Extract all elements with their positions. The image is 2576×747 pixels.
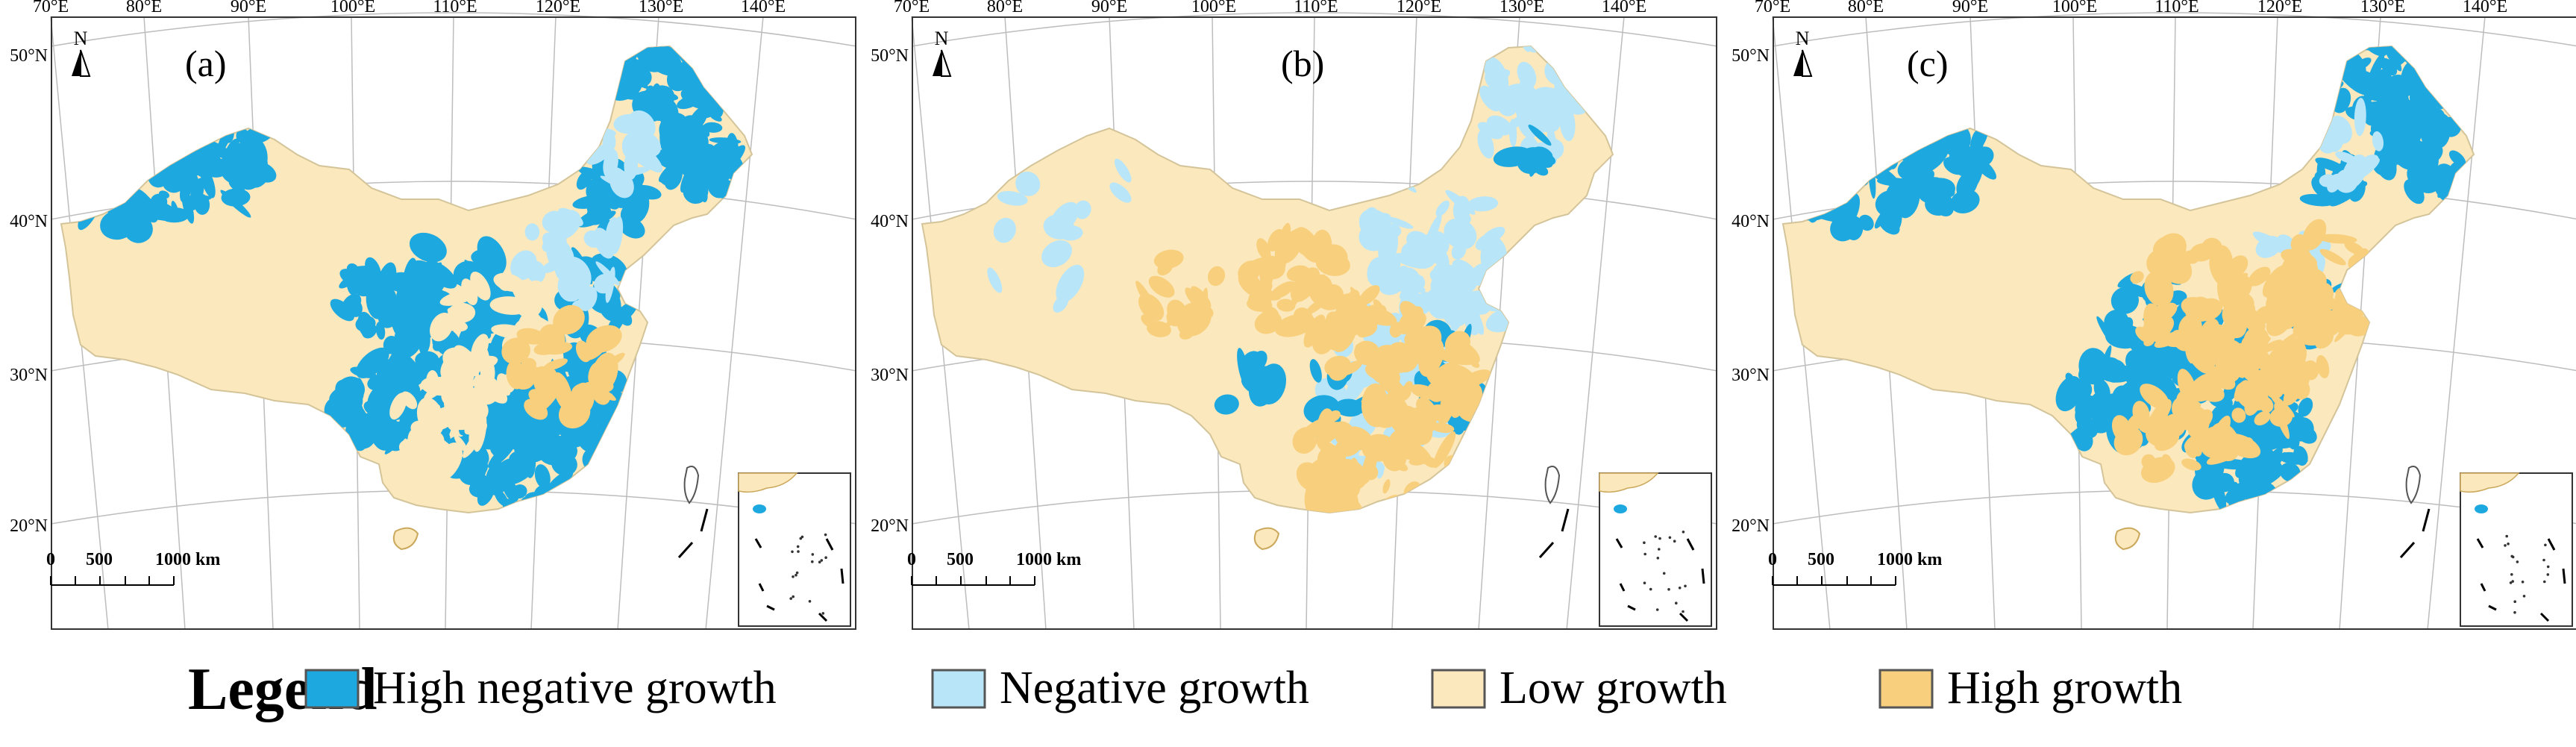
legend-swatch: [1878, 669, 1934, 709]
legend-item-label: Low growth: [1499, 663, 1727, 713]
scale-tick-label: 0: [907, 550, 916, 569]
south-china-sea-inset: [2460, 472, 2573, 627]
lon-label: 80°E: [987, 0, 1023, 16]
panel-label: (a): [185, 43, 227, 84]
south-china-sea-inset: [738, 472, 851, 627]
map-svg: N (b) 0 500 1000 km 70°E 80°E 90°E 100°E 110°E 120…: [871, 0, 1718, 631]
lat-label: 30°N: [10, 366, 48, 385]
lon-label: 140°E: [1602, 0, 1646, 16]
south-china-sea-inset: [1599, 472, 1712, 627]
lon-label: 130°E: [2360, 0, 2405, 16]
lon-label: 80°E: [1848, 0, 1884, 16]
lon-label: 90°E: [231, 0, 266, 16]
lon-label: 90°E: [1952, 0, 1988, 16]
map-panel-c: N (c) 0 500 1000 km 70°E 80°E 90°E 100°E 110°E 120…: [1732, 0, 2576, 631]
panel-label: (b): [1281, 43, 1324, 84]
north-label: N: [74, 28, 88, 49]
map-frame: [51, 16, 856, 630]
lon-label: 120°E: [536, 0, 580, 16]
legend-swatch: [931, 669, 986, 709]
taiwan-island: [2405, 466, 2422, 504]
lon-label: 130°E: [639, 0, 683, 16]
legend-swatch: [1431, 669, 1486, 709]
scale-tick-label: 1000 km: [1877, 550, 1942, 569]
legend: Legend High negative growth Negative grow…: [0, 649, 2576, 739]
lon-label: 120°E: [1397, 0, 1441, 16]
hainan-island: [2114, 527, 2141, 551]
taiwan-island: [1544, 466, 1561, 504]
taiwan-island: [683, 466, 700, 504]
hainan-island: [1253, 527, 1280, 551]
lat-label: 50°N: [10, 46, 48, 66]
legend-swatch: [304, 669, 360, 709]
scale-tick-label: 1000 km: [1016, 550, 1081, 569]
north-label: N: [1796, 28, 1810, 49]
lon-label: 70°E: [894, 0, 930, 16]
scale-bar: 0 500 1000 km: [1768, 550, 1942, 586]
lon-label: 70°E: [33, 0, 69, 16]
lat-label: 40°N: [871, 212, 909, 231]
lat-label: 30°N: [1732, 366, 1770, 385]
map-panel-a: N (a) 0 500 1000 km 70°E 80°E 90°E 100°E 110°E 120…: [10, 0, 857, 631]
lon-label: 110°E: [2154, 0, 2199, 16]
lat-label: 50°N: [1732, 46, 1770, 66]
scale-tick-label: 500: [86, 550, 113, 569]
legend-item-label: High growth: [1947, 663, 2182, 713]
map-panel-b: N (b) 0 500 1000 km 70°E 80°E 90°E 100°E 110°E 120…: [871, 0, 1718, 631]
panel-label: (c): [1907, 43, 1949, 84]
scale-tick-label: 500: [1808, 550, 1834, 569]
lon-label: 90°E: [1091, 0, 1127, 16]
lon-label: 130°E: [1499, 0, 1544, 16]
north-label: N: [935, 28, 949, 49]
legend-graphic: Legend High negative growth Negative grow…: [188, 657, 2182, 722]
lon-label: 100°E: [330, 0, 375, 16]
north-arrow-icon: [1793, 49, 1813, 77]
legend-item-label: High negative growth: [373, 663, 777, 713]
scale-tick-label: 500: [947, 550, 974, 569]
scale-bar: 0 500 1000 km: [46, 550, 220, 586]
map-svg: N (a) 0 500 1000 km 70°E 80°E 90°E 100°E 110°E 120…: [10, 0, 857, 631]
lon-label: 120°E: [2257, 0, 2302, 16]
north-arrow-icon: [933, 49, 952, 77]
lon-label: 140°E: [2463, 0, 2507, 16]
lon-label: 80°E: [126, 0, 162, 16]
map-frame: [912, 16, 1717, 630]
lat-label: 40°N: [1732, 212, 1770, 231]
north-arrow-icon: [72, 49, 91, 77]
lat-label: 20°N: [871, 516, 909, 536]
scale-tick-label: 0: [1768, 550, 1777, 569]
lon-label: 110°E: [1294, 0, 1338, 16]
legend-item-label: Negative growth: [1000, 663, 1309, 713]
lat-label: 30°N: [871, 366, 909, 385]
lon-label: 140°E: [741, 0, 786, 16]
lon-label: 110°E: [433, 0, 477, 16]
lon-label: 100°E: [1191, 0, 1236, 16]
scale-tick-label: 1000 km: [155, 550, 220, 569]
lat-label: 40°N: [10, 212, 48, 231]
lon-label: 70°E: [1755, 0, 1790, 16]
scale-tick-label: 0: [46, 550, 55, 569]
hainan-island: [392, 527, 419, 551]
map-svg: N (c) 0 500 1000 km 70°E 80°E 90°E 100°E 110°E 120…: [1732, 0, 2576, 631]
map-frame: [1773, 16, 2576, 630]
lon-label: 100°E: [2052, 0, 2097, 16]
lat-label: 50°N: [871, 46, 909, 66]
scale-bar: 0 500 1000 km: [907, 550, 1081, 586]
lat-label: 20°N: [1732, 516, 1770, 536]
lat-label: 20°N: [10, 516, 48, 536]
